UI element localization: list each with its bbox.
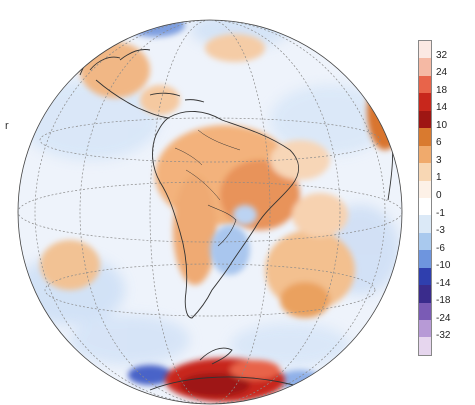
- colorbar-ticks: 32 24 18 14 10 6 3 1 0 -1 -3 -6 -10 -14 -18 -24 -32: [436, 40, 472, 356]
- side-label: r: [5, 120, 9, 132]
- colorbar-segment: [419, 41, 431, 59]
- colorbar-tick-label: -1: [436, 207, 445, 219]
- colorbar-tick-label: -14: [436, 277, 451, 289]
- graticule: [18, 20, 402, 404]
- colorbar-tick-label: -32: [436, 330, 451, 342]
- colorbar-segment: [419, 58, 431, 76]
- colorbar-tick-label: 0: [436, 190, 442, 201]
- colorbar-segment: [419, 320, 431, 338]
- colorbar-segment: [419, 93, 431, 111]
- colorbar-segment: [419, 285, 431, 303]
- colorbar-tick-label: -18: [436, 295, 451, 307]
- colorbar-segment: [419, 250, 431, 268]
- colorbar-tick-label: -6: [436, 242, 445, 254]
- colorbar-tick-label: 32: [436, 49, 448, 61]
- colorbar-segment: [419, 180, 431, 198]
- colorbar-segment: [419, 302, 431, 320]
- colorbar-tick-label: 18: [436, 84, 448, 96]
- colorbar: [418, 40, 432, 356]
- colorbar-tick-label: -24: [436, 312, 451, 324]
- colorbar-segment: [419, 163, 431, 181]
- colorbar-tick-label: 6: [436, 137, 442, 149]
- colorbar-tick-label: 10: [436, 119, 448, 131]
- colorbar-segment: [419, 337, 431, 355]
- colorbar-segment: [419, 128, 431, 146]
- colorbar-segment: [419, 197, 431, 216]
- colorbar-tick-label: -3: [436, 225, 445, 237]
- globe-outline: [17, 19, 403, 405]
- colorbar-segment: [419, 110, 431, 129]
- colorbar-tick-label: 3: [436, 154, 442, 166]
- colorbar-tick-label: 14: [436, 102, 448, 114]
- colorbar-segment: [419, 215, 431, 233]
- colorbar-segment: [419, 267, 431, 286]
- colorbar-segment: [419, 145, 431, 164]
- colorbar-tick-label: 1: [436, 172, 442, 184]
- colorbar-segment: [419, 75, 431, 94]
- colorbar-segment: [419, 232, 431, 251]
- colorbar-tick-label: -10: [436, 260, 451, 272]
- colorbar-tick-label: 24: [436, 67, 448, 79]
